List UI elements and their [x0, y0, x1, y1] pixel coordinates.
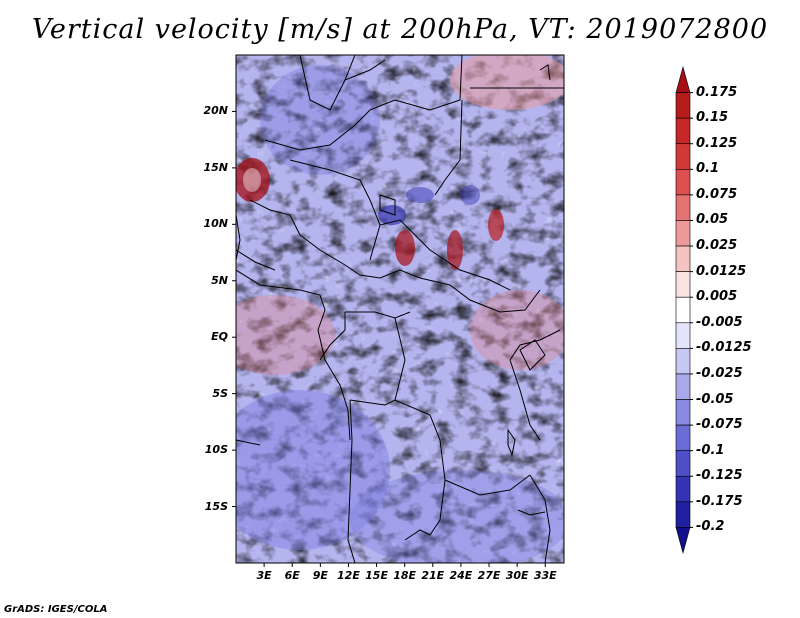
lat-label: 10S	[204, 443, 228, 457]
colorbar-label: 0.175	[696, 84, 738, 100]
lat-label: 5S	[212, 386, 228, 400]
lon-label: 24E	[449, 569, 473, 582]
colorbar-swatch	[675, 143, 691, 170]
velocity-field	[236, 55, 564, 563]
lon-ticks	[263, 563, 546, 567]
lon-label: 15E	[365, 569, 388, 582]
colorbar-swatch	[675, 245, 691, 272]
chart-title: Vertical velocity [m/s] at 200hPa, VT: 2…	[31, 14, 769, 45]
colorbar-swatch	[675, 348, 691, 375]
colorbar-label: 0.025	[696, 238, 738, 254]
grads-credit: GrADS: IGES/COLA	[4, 604, 108, 615]
lat-ticks	[232, 110, 236, 508]
colorbar-swatch	[675, 424, 691, 451]
lat-label: 20N	[203, 104, 228, 118]
colorbar-swatch	[675, 501, 691, 528]
colorbar-swatch	[675, 450, 691, 477]
colorbar-label: 0.15	[696, 110, 729, 126]
colorbar-label: 0.125	[696, 135, 738, 151]
lon-label: 21E	[421, 569, 445, 582]
lon-label: 12E	[337, 569, 360, 582]
lon-label: 6E	[284, 569, 300, 582]
colorbar-label: -0.05	[696, 391, 734, 407]
colorbar-swatch	[675, 92, 691, 119]
colorbar-swatch	[675, 527, 691, 555]
colorbar-label: 0.1	[696, 161, 720, 177]
country-borders	[236, 55, 564, 563]
lon-label: 9E	[312, 569, 328, 582]
colorbar-label: -0.125	[696, 468, 743, 484]
lat-label: 5N	[211, 273, 228, 287]
colorbar-label: 0.075	[696, 186, 738, 202]
colorbar-swatch	[675, 475, 691, 503]
lon-label: 33E	[533, 569, 557, 582]
colorbar-label: -0.005	[696, 314, 743, 330]
colorbar-label: 0.05	[696, 212, 729, 228]
lon-label: 3E	[256, 569, 272, 582]
colorbar-label: -0.0125	[696, 340, 752, 356]
colorbar-swatch	[675, 169, 691, 196]
colorbar-label: 0.0125	[696, 263, 747, 279]
colorbar-label: -0.2	[696, 519, 725, 535]
lon-label: 30E	[505, 569, 529, 582]
colorbar-swatch	[675, 271, 691, 298]
colorbar-label: -0.1	[696, 442, 725, 458]
colorbar-label: -0.175	[696, 493, 743, 509]
colorbar-label: 0.005	[696, 289, 738, 305]
colorbar-label: -0.075	[696, 417, 743, 433]
colorbar-swatch	[675, 296, 691, 324]
lon-label: 18E	[393, 569, 417, 582]
colorbar-swatch	[675, 117, 691, 145]
colorbar-swatch	[675, 65, 691, 93]
colorbar-swatch	[675, 373, 691, 400]
map-frame	[235, 54, 565, 564]
lon-label: 27E	[477, 569, 501, 582]
colorbar-swatch	[675, 194, 691, 221]
colorbar	[675, 65, 693, 555]
colorbar-swatch	[675, 220, 691, 247]
colorbar-swatch	[675, 322, 691, 349]
lat-label: 10N	[203, 217, 228, 231]
lat-label: 15S	[204, 499, 228, 513]
colorbar-label: -0.025	[696, 365, 743, 381]
colorbar-swatch	[675, 399, 691, 426]
lat-label: 15N	[203, 160, 228, 174]
lat-label: EQ	[211, 330, 228, 344]
